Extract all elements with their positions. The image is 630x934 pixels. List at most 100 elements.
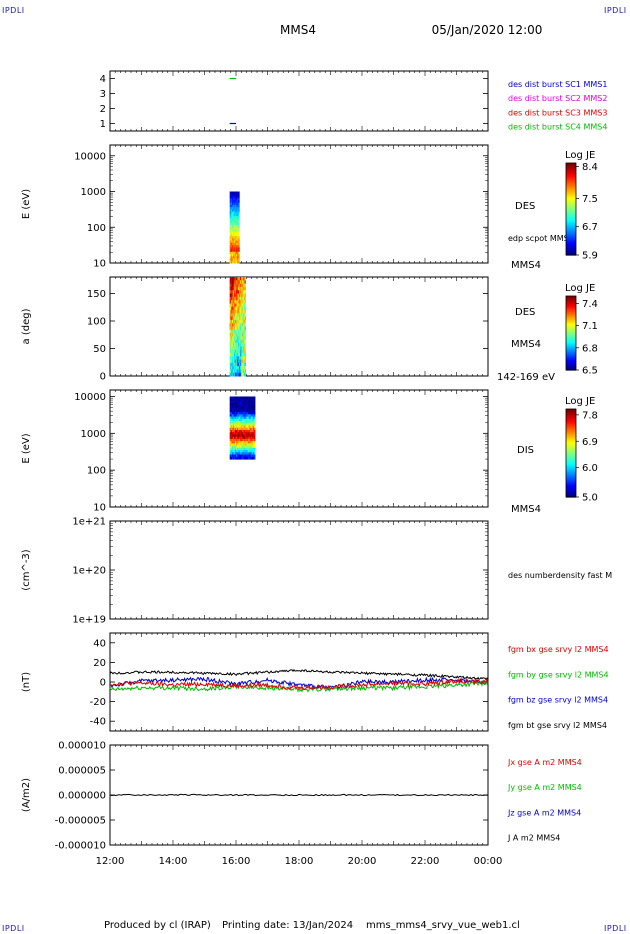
des-pitch-cell [239, 306, 241, 311]
des-pitch-cell [234, 286, 236, 291]
des-pitch-cell [229, 310, 231, 314]
des-pitch-cell [231, 280, 234, 285]
dis-energy-cell [242, 418, 244, 422]
des-pitch-cell [239, 290, 241, 294]
des-pitch-cell [241, 359, 243, 364]
colorbar-cell-1 [566, 172, 576, 176]
des-energy-cell [233, 240, 235, 244]
colorbar-cell-1 [566, 201, 576, 204]
des-energy-cell [233, 200, 235, 204]
dis-energy-cell [246, 438, 249, 442]
dis-energy-cell [241, 434, 243, 438]
dis-energy-cell [237, 405, 239, 409]
des-energy-cell [232, 231, 235, 235]
des-energy-cell [233, 191, 235, 195]
des-energy-cell [238, 195, 240, 199]
des-pitch-cell [241, 296, 244, 301]
des-pitch-cell [233, 283, 236, 288]
dis-energy-cell [231, 456, 234, 460]
dis-energy-cell [233, 456, 236, 460]
des-energy-cell [231, 260, 233, 264]
dis-energy-cell [250, 407, 253, 411]
dis-energy-cell [238, 427, 240, 431]
des-pitch-cell [230, 326, 232, 331]
dis-energy-cell [231, 423, 234, 427]
des-pitch-cell [244, 316, 246, 321]
fgm-legend-0: fgm bx gse srvy l2 MMS4 [508, 645, 609, 654]
des-energy-cell [235, 198, 237, 201]
des-energy-cell [234, 220, 236, 224]
des-pitch-cell [244, 290, 246, 294]
des-energy-cell [234, 260, 236, 264]
colorbar-cell-3 [566, 410, 576, 414]
des-energy-cell [236, 213, 238, 217]
des-pitch-cell [243, 319, 245, 324]
dis-energy-cell [253, 418, 256, 422]
des-energy-cell [237, 249, 239, 253]
des-pitch-cell [232, 296, 234, 301]
des-pitch-cell [243, 326, 245, 331]
dis-energy-cell [253, 423, 256, 427]
dis-energy-cell [249, 452, 252, 456]
dis-energy-cell [239, 412, 241, 415]
des-energy-cell [230, 231, 232, 235]
dis-energy-cell [251, 443, 254, 447]
des-pitch-cell [236, 326, 238, 331]
dis-energy-cell [236, 432, 238, 435]
des-pitch-cell [234, 319, 236, 324]
dis-energy-cell [232, 416, 235, 420]
dis-energy-cell [240, 423, 242, 427]
des-pitch-cell [231, 303, 233, 308]
des-energy-cell [232, 251, 235, 255]
colorbar-cell-1 [566, 230, 576, 233]
dis-energy-cell [230, 430, 233, 433]
colorbar-cell-1 [566, 164, 576, 168]
des-pitch-cell [243, 323, 245, 327]
dis-energy-cell [233, 396, 236, 400]
des-pitch-cell [236, 283, 239, 288]
des-energy-cell [237, 260, 239, 264]
dis-energy-cell [242, 421, 244, 424]
des-pitch-cell [230, 277, 232, 281]
des-energy-cell [236, 258, 239, 262]
des-energy-cell [236, 213, 239, 217]
des-energy-cell [232, 200, 235, 204]
des-pitch-cell [241, 336, 243, 341]
dis-energy-cell [252, 452, 255, 456]
colorbar-cell-3 [566, 409, 576, 412]
des-pitch-cell [230, 362, 232, 367]
current-ytick-label: 0.000000 [58, 791, 106, 802]
des-energy-cell [229, 216, 231, 219]
des-energy-cell [235, 204, 237, 208]
dis-energy-cell [244, 450, 246, 453]
dis-energy-cell [237, 430, 239, 433]
des-pitch-cell [242, 339, 244, 344]
dis-energy-cell [242, 423, 244, 427]
des-pitch-cell [235, 310, 237, 314]
des-energy-cell [232, 256, 235, 260]
dis-energy-cell [229, 445, 232, 449]
des-energy-cell [229, 231, 231, 235]
dis-energy-cell [239, 396, 241, 400]
des-pitch-cell [242, 372, 244, 377]
dis-energy-cell [252, 436, 255, 440]
des-pitch-cell [243, 306, 245, 311]
fgm-ytick-label: 0 [100, 678, 106, 689]
dis-energy-cell [247, 432, 250, 435]
des-pitch-cell [238, 316, 240, 321]
des-pitch-cell [234, 329, 236, 334]
dis-energy-cell [233, 443, 236, 447]
dis-energy-cell [238, 454, 240, 458]
colorbar-tick-label-1: 5.9 [582, 251, 598, 262]
dis-energy-cell [237, 434, 239, 438]
dis-energy-cell [237, 412, 239, 415]
colorbar-cell-3 [566, 476, 576, 480]
des-energy-cell [236, 222, 239, 226]
dis-energy-cell [244, 452, 246, 456]
des-energy-cell [237, 207, 239, 210]
dis-energy-cell [241, 400, 243, 404]
des-pitch-cell [242, 366, 244, 370]
dis-energy-cell [247, 436, 250, 440]
des-pitch-cell [231, 369, 233, 374]
des-pitch-cell [240, 372, 242, 377]
